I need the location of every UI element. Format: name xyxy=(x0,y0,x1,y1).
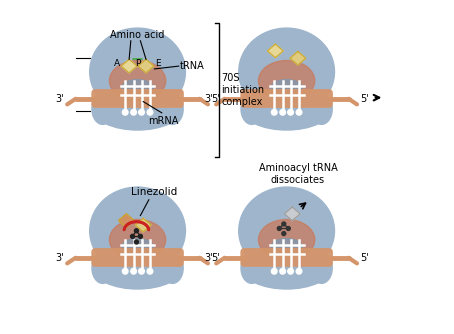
Ellipse shape xyxy=(90,28,185,115)
Ellipse shape xyxy=(131,269,137,274)
Polygon shape xyxy=(284,207,300,220)
Ellipse shape xyxy=(109,219,166,260)
Ellipse shape xyxy=(288,110,293,115)
Ellipse shape xyxy=(271,238,302,255)
Polygon shape xyxy=(121,59,137,73)
Text: Linezolid: Linezolid xyxy=(131,187,178,197)
Ellipse shape xyxy=(282,231,286,235)
Ellipse shape xyxy=(271,269,277,274)
Polygon shape xyxy=(267,44,283,58)
Ellipse shape xyxy=(93,88,182,130)
Text: mRNA: mRNA xyxy=(148,116,178,126)
Ellipse shape xyxy=(122,79,153,96)
Text: 70S
initiation
complex: 70S initiation complex xyxy=(222,73,265,107)
Text: E: E xyxy=(155,59,161,68)
Ellipse shape xyxy=(147,110,153,115)
Ellipse shape xyxy=(258,60,315,101)
Ellipse shape xyxy=(134,240,138,244)
Text: 3': 3' xyxy=(205,94,213,104)
Ellipse shape xyxy=(277,226,281,230)
Text: tRNA: tRNA xyxy=(180,61,205,71)
Text: 5': 5' xyxy=(211,94,220,104)
Text: 5': 5' xyxy=(360,253,369,263)
Text: 3': 3' xyxy=(56,253,64,263)
FancyBboxPatch shape xyxy=(241,90,332,107)
Ellipse shape xyxy=(242,247,331,289)
FancyBboxPatch shape xyxy=(92,249,183,266)
Ellipse shape xyxy=(147,269,153,274)
Text: A: A xyxy=(114,59,120,68)
Ellipse shape xyxy=(131,234,134,238)
Ellipse shape xyxy=(296,269,302,274)
Text: Amino acid: Amino acid xyxy=(110,30,165,40)
Ellipse shape xyxy=(162,253,183,283)
Ellipse shape xyxy=(92,94,114,124)
Ellipse shape xyxy=(134,229,138,233)
Text: 3': 3' xyxy=(205,253,213,263)
Ellipse shape xyxy=(311,253,332,283)
Ellipse shape xyxy=(90,187,185,274)
Ellipse shape xyxy=(241,253,262,283)
Ellipse shape xyxy=(239,187,335,274)
Ellipse shape xyxy=(288,269,293,274)
Ellipse shape xyxy=(271,110,277,115)
Ellipse shape xyxy=(122,238,153,255)
Ellipse shape xyxy=(242,88,331,130)
Polygon shape xyxy=(290,51,306,65)
Ellipse shape xyxy=(271,79,302,96)
Ellipse shape xyxy=(239,28,335,115)
Ellipse shape xyxy=(123,269,128,274)
Ellipse shape xyxy=(131,110,137,115)
Ellipse shape xyxy=(92,253,114,283)
Text: P: P xyxy=(135,59,140,68)
Ellipse shape xyxy=(123,110,128,115)
Ellipse shape xyxy=(311,94,332,124)
Ellipse shape xyxy=(280,110,286,115)
Polygon shape xyxy=(118,214,134,227)
Ellipse shape xyxy=(286,226,290,230)
Ellipse shape xyxy=(282,222,286,226)
Polygon shape xyxy=(138,59,154,73)
Ellipse shape xyxy=(109,60,166,101)
Ellipse shape xyxy=(162,94,183,124)
Ellipse shape xyxy=(241,94,262,124)
Ellipse shape xyxy=(138,110,144,115)
Ellipse shape xyxy=(296,110,302,115)
Ellipse shape xyxy=(138,269,144,274)
Ellipse shape xyxy=(258,219,315,260)
Text: 3': 3' xyxy=(56,94,64,104)
FancyBboxPatch shape xyxy=(241,249,332,266)
Ellipse shape xyxy=(138,234,143,238)
Text: Aminoacyl tRNA
dissociates: Aminoacyl tRNA dissociates xyxy=(258,163,337,185)
Ellipse shape xyxy=(280,269,286,274)
Ellipse shape xyxy=(93,247,182,289)
Text: 5': 5' xyxy=(211,253,220,263)
Polygon shape xyxy=(135,218,151,232)
Text: 5': 5' xyxy=(360,94,369,104)
FancyBboxPatch shape xyxy=(92,90,183,107)
